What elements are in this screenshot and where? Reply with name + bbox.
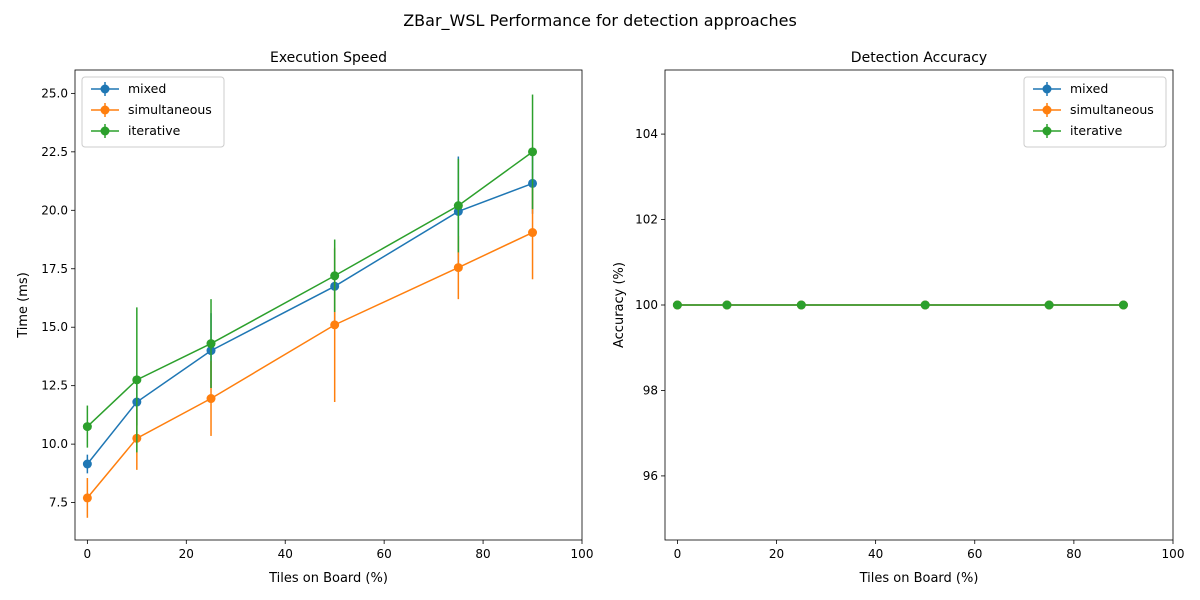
series-iterative xyxy=(82,94,538,453)
legend-marker-simultaneous xyxy=(1042,105,1052,115)
y-tick-label: 7.5 xyxy=(49,496,68,510)
y-axis-label: Time (ms) xyxy=(16,272,31,339)
series-line xyxy=(86,231,533,499)
legend: mixed simultaneous iterative xyxy=(1023,76,1167,148)
chart-detection-accuracy: Detection Accuracy 0 20 40 60 80 100 96 98 100 102… xyxy=(612,50,1184,586)
y-tick-label: 104 xyxy=(635,127,658,141)
figure-title: ZBar_WSL Performance for detection appro… xyxy=(403,11,797,31)
data-point xyxy=(82,422,92,432)
y-axis-label: Accuracy (%) xyxy=(612,262,627,348)
legend-label-iterative: iterative xyxy=(1070,123,1123,138)
data-point xyxy=(453,201,463,211)
series-line xyxy=(86,151,533,428)
data-point xyxy=(672,300,682,310)
x-axis-label: Tiles on Board (%) xyxy=(268,571,388,586)
y-tick-label: 98 xyxy=(643,383,658,397)
y-tick-label: 12.5 xyxy=(41,379,68,393)
data-point xyxy=(206,339,216,349)
y-tick-label: 22.5 xyxy=(41,145,68,159)
x-tick-label: 60 xyxy=(967,547,982,561)
y-tick-label: 17.5 xyxy=(41,262,68,276)
x-tick-label: 20 xyxy=(179,547,194,561)
x-tick-label: 20 xyxy=(769,547,784,561)
data-point xyxy=(1044,300,1054,310)
series-mixed xyxy=(82,153,538,474)
legend-box xyxy=(1023,76,1167,148)
y-tick-label: 25.0 xyxy=(41,86,68,100)
data-point xyxy=(132,375,142,385)
y-tick-label: 96 xyxy=(643,469,658,483)
data-point xyxy=(330,320,340,330)
x-tick-label: 80 xyxy=(475,547,490,561)
x-tick-label: 0 xyxy=(674,547,682,561)
legend-label-iterative: iterative xyxy=(128,123,181,138)
series-simultaneous xyxy=(82,185,538,518)
chart-execution-speed: Execution Speed 0 20 40 60 80 100 7.5 10.0 12.5 15… xyxy=(16,50,593,586)
x-axis-label: Tiles on Board (%) xyxy=(859,571,979,586)
legend-label-simultaneous: simultaneous xyxy=(128,102,212,117)
data-point xyxy=(920,300,930,310)
legend-label-simultaneous: simultaneous xyxy=(1070,102,1154,117)
legend: mixed simultaneous iterative xyxy=(81,76,225,148)
legend-label-mixed: mixed xyxy=(128,81,166,96)
series-line xyxy=(86,182,533,465)
legend-marker-iterative xyxy=(1042,126,1052,136)
legend-marker-iterative xyxy=(100,126,110,136)
legend-box xyxy=(81,76,225,148)
chart-title: Execution Speed xyxy=(270,50,387,66)
y-tick-label: 102 xyxy=(635,213,658,227)
legend-label-mixed: mixed xyxy=(1070,81,1108,96)
y-tick-label: 20.0 xyxy=(41,203,68,217)
chart-title: Detection Accuracy xyxy=(851,50,987,66)
y-tick-label: 15.0 xyxy=(41,320,68,334)
series-iterative xyxy=(672,300,1128,310)
data-point xyxy=(330,271,340,281)
data-point xyxy=(82,493,92,503)
plot-frame xyxy=(74,69,583,541)
legend-marker-mixed xyxy=(1042,84,1052,94)
x-tick-label: 0 xyxy=(84,547,92,561)
legend-marker-mixed xyxy=(100,84,110,94)
data-point xyxy=(206,394,216,404)
legend-marker-simultaneous xyxy=(100,105,110,115)
x-tick-label: 80 xyxy=(1066,547,1081,561)
data-point xyxy=(796,300,806,310)
data-point xyxy=(528,147,538,157)
x-tick-label: 100 xyxy=(1162,547,1185,561)
x-tick-label: 40 xyxy=(868,547,883,561)
data-point xyxy=(528,228,538,238)
data-point xyxy=(453,263,463,273)
data-point xyxy=(1118,300,1128,310)
y-tick-label: 10.0 xyxy=(41,437,68,451)
y-tick-label: 100 xyxy=(635,298,658,312)
data-point xyxy=(82,459,92,469)
x-tick-label: 40 xyxy=(278,547,293,561)
data-point xyxy=(722,300,732,310)
x-tick-label: 60 xyxy=(377,547,392,561)
x-tick-label: 100 xyxy=(571,547,594,561)
